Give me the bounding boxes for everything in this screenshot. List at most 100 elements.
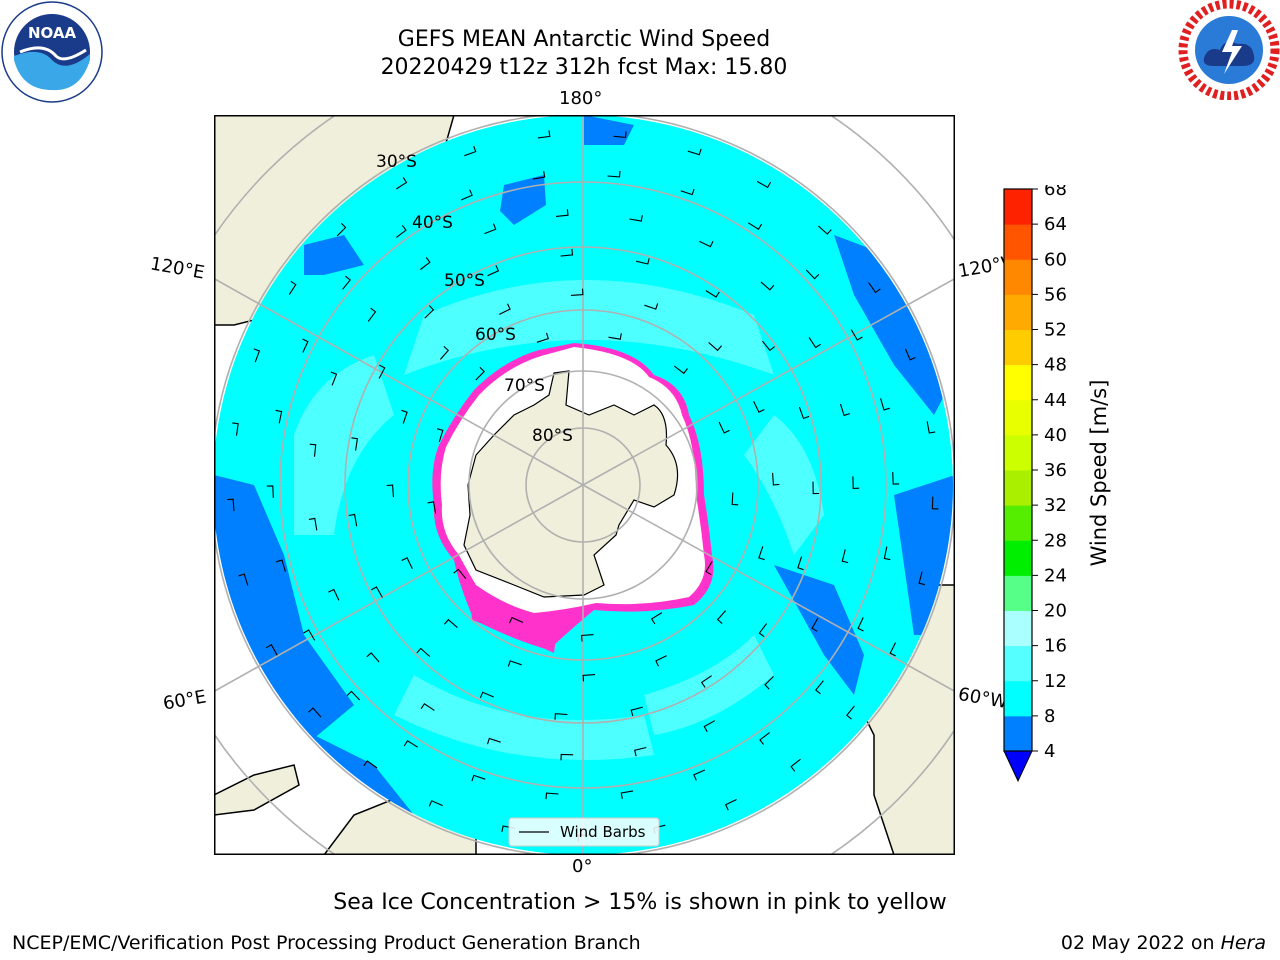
colorbar-tick-label: 68 xyxy=(1044,185,1067,200)
wind-barb xyxy=(883,546,891,561)
wind-barb xyxy=(805,269,820,280)
colorbar-tick-label: 32 xyxy=(1044,495,1067,516)
wind-barb xyxy=(420,703,435,711)
wind-barb xyxy=(371,586,383,598)
wind-barb xyxy=(453,568,467,580)
wind-barb xyxy=(655,655,667,667)
wind-barb xyxy=(308,707,322,718)
wind-barb xyxy=(581,634,594,642)
wind-barb xyxy=(348,513,358,527)
colorbar-segment xyxy=(1004,434,1032,471)
wind-barb xyxy=(798,406,810,420)
wind-barb xyxy=(378,364,386,379)
wind-barb xyxy=(475,366,485,381)
wind-barb xyxy=(716,610,727,625)
wind-barb xyxy=(363,760,378,769)
antarctic-wind-map: 30°S 40°S 50°S 60°S 70°S 80°S Wind Barbs xyxy=(214,115,955,855)
wind-barb xyxy=(630,706,643,717)
wind-barb xyxy=(560,248,574,257)
colorbar-segment xyxy=(1004,610,1032,647)
colorbar-tick-label: 36 xyxy=(1044,460,1067,481)
wind-barb xyxy=(471,774,486,782)
wind-barb xyxy=(608,333,622,340)
wind-barb xyxy=(846,705,855,720)
wind-barb xyxy=(904,348,916,361)
wind-barb xyxy=(536,332,549,343)
footer-machine: Hera xyxy=(1220,932,1266,954)
wind-barb xyxy=(818,225,832,235)
wind-barb xyxy=(703,720,716,732)
colorbar-segment xyxy=(1004,399,1032,436)
wind-barb xyxy=(545,792,559,800)
noaa-logo-text: NOAA xyxy=(28,24,77,42)
low-wind-region xyxy=(774,565,864,695)
wind-barb xyxy=(650,612,663,625)
wind-barb xyxy=(705,290,720,298)
wind-barb xyxy=(303,629,316,641)
wind-barb xyxy=(892,472,900,485)
colorbar-extend-arrow xyxy=(1003,750,1033,783)
colorbar-tick-label: 56 xyxy=(1044,284,1067,305)
colorbar-tick-label: 8 xyxy=(1044,706,1055,727)
colorbar-tick-label: 12 xyxy=(1044,671,1067,692)
wind-barb xyxy=(926,421,936,434)
wind-barb xyxy=(436,428,444,443)
colorbar-tick-label: 60 xyxy=(1044,249,1067,270)
noaa-logo-icon: NOAA xyxy=(1,1,103,103)
colorbar-segment xyxy=(1004,259,1032,295)
wind-barb xyxy=(427,501,437,514)
wind-barb xyxy=(328,588,340,601)
map-frame xyxy=(214,115,955,855)
wind-barb xyxy=(699,240,714,248)
wind-barb xyxy=(439,345,450,360)
wind-barb xyxy=(532,171,546,180)
wind-barb xyxy=(635,258,650,265)
footer-date-text: 02 May 2022 on xyxy=(1060,932,1221,954)
colorbar-segment xyxy=(1004,364,1032,401)
wind-barb xyxy=(756,180,772,189)
colorbar-tick-label: 64 xyxy=(1044,214,1067,235)
mid-wind-region xyxy=(644,635,774,735)
wind-barb xyxy=(464,145,477,157)
wind-barb xyxy=(266,485,274,498)
map-legend: Wind Barbs xyxy=(508,817,660,847)
colorbar-segment xyxy=(1004,329,1032,366)
colorbar-segment xyxy=(1004,645,1032,682)
wind-barb xyxy=(396,177,408,190)
low-wind-region xyxy=(834,235,953,415)
wind-barb xyxy=(748,222,763,230)
wind-barb xyxy=(812,481,820,495)
colorbar-tick-label: 44 xyxy=(1044,390,1067,411)
wind-barb xyxy=(850,329,863,341)
wind-barb xyxy=(811,617,819,632)
colorbar-tick-label: 16 xyxy=(1044,636,1067,657)
low-wind-region xyxy=(500,175,546,225)
wind-barb xyxy=(265,644,278,656)
wind-barb xyxy=(772,472,780,486)
wind-barbs xyxy=(227,130,939,842)
wind-barb xyxy=(330,371,338,386)
wind-barb xyxy=(336,222,347,237)
wind-barb xyxy=(644,303,659,310)
wind-barb xyxy=(760,281,775,291)
colorbar-tick-label: 4 xyxy=(1044,741,1055,762)
wind-barb xyxy=(613,131,627,138)
sea-ice-caption: Sea Ice Concentration > 15% is shown in … xyxy=(333,890,947,915)
wind-barb xyxy=(761,340,775,352)
wind-barb xyxy=(790,758,801,772)
wind-barb xyxy=(367,307,377,322)
wind-barb xyxy=(857,617,864,632)
wind-barb xyxy=(880,398,890,411)
wind-barb xyxy=(302,338,309,353)
wind-barb xyxy=(275,409,283,424)
wind-barb xyxy=(487,265,500,277)
low-wind-region xyxy=(304,235,364,275)
antarctica-land xyxy=(463,370,679,598)
lon-label-120e: 120°E xyxy=(148,253,207,284)
lon-label-180: 180° xyxy=(559,88,603,109)
colorbar-segment xyxy=(1004,505,1032,541)
wind-barb xyxy=(582,674,596,682)
wind-barb xyxy=(758,546,765,561)
wind-barb xyxy=(753,401,765,413)
wind-barb xyxy=(508,616,524,624)
